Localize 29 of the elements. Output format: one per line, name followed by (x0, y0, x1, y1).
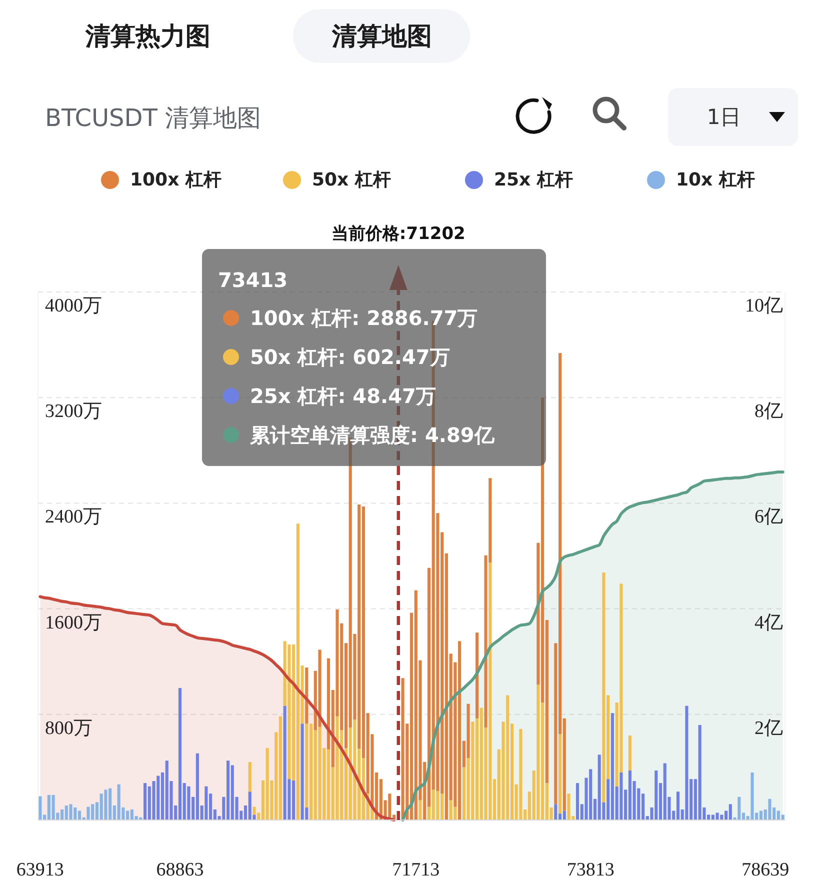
annotation: 25x 杠杆: 48.47万 (250, 384, 436, 408)
x-tick-label: 71713 (392, 860, 440, 880)
y-tick-label: 4000万 (45, 296, 102, 316)
legend-label: 10x 杠杆 (676, 170, 755, 190)
text: 当前价格:71202 (331, 224, 466, 244)
annotation: 50x 杠杆: 602.47万 (250, 345, 450, 369)
y2-tick-label: 10亿 (745, 296, 783, 316)
x-tick-label: 78639 (742, 860, 790, 880)
y2-tick-label: 2亿 (754, 718, 783, 739)
chart-title: BTCUSDT 清算地图 (45, 104, 262, 132)
y-tick-label: 3200万 (45, 401, 102, 422)
y2-tick-label: 4亿 (754, 612, 783, 634)
text: 1日 (706, 105, 742, 129)
legend-label: 50x 杠杆 (312, 170, 391, 190)
x-tick-label: 63913 (16, 860, 64, 880)
text: 清算热力图 (84, 22, 210, 50)
annotation: 100x 杠杆: 2886.77万 (250, 306, 478, 330)
annotation: 73413 (218, 268, 288, 292)
y2-tick-label: 6亿 (754, 506, 783, 528)
x-tick-label: 73813 (566, 860, 614, 880)
annotation: 累计空单清算强度: 4.89亿 (249, 423, 496, 447)
legend-label: 25x 杠杆 (494, 170, 573, 190)
text: 清算地图 (331, 22, 432, 50)
x-tick-label: 68863 (156, 860, 204, 880)
y-tick-label: 800万 (45, 718, 92, 739)
legend-label: 100x 杠杆 (130, 170, 222, 190)
y-tick-label: 1600万 (45, 612, 102, 634)
y-tick-label: 2400万 (45, 506, 102, 528)
y2-tick-label: 8亿 (754, 401, 783, 422)
